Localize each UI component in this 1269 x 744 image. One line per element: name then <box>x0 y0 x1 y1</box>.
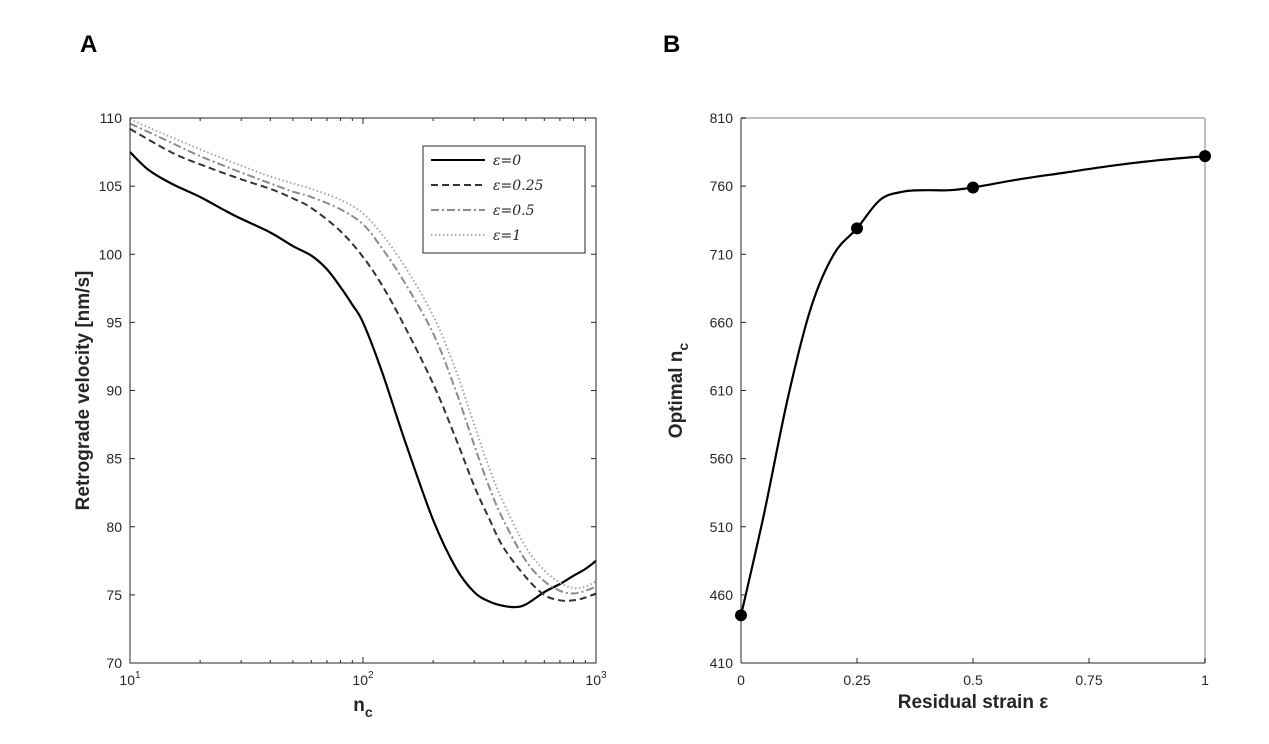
legend-label-3: ε=1 <box>493 228 521 244</box>
x-axis-label-b: Residual strain ε <box>898 692 1049 713</box>
y-tick-label-b-0: 410 <box>710 655 734 671</box>
x-axis-label-a: nc <box>353 695 373 720</box>
series-line-1 <box>129 128 597 602</box>
x-tick-label-b-4: 1 <box>1201 672 1209 688</box>
y-tick-label-a-4: 90 <box>106 383 122 399</box>
series-line-3 <box>129 118 597 590</box>
y-tick-label-b-8: 810 <box>710 110 734 126</box>
panel-letter-b: B <box>663 31 680 58</box>
y-tick-label-b-3: 560 <box>710 451 734 467</box>
y-tick-label-a-0: 70 <box>106 655 122 671</box>
series-line-2 <box>129 122 597 595</box>
y-tick-label-a-2: 80 <box>106 519 122 535</box>
y-tick-label-b-1: 460 <box>710 587 734 603</box>
x-tick-label-a-1: 102 <box>352 670 374 688</box>
data-point-2 <box>967 181 979 194</box>
x-tick-label-a-2: 103 <box>585 670 607 688</box>
y-tick-label-a-7: 105 <box>99 178 123 194</box>
y-tick-label-b-7: 760 <box>710 178 734 194</box>
y-tick-label-b-6: 710 <box>710 246 734 262</box>
y-tick-label-b-5: 660 <box>710 314 734 330</box>
chart-b: 410 460 510 560 610 660 710 760 810 0 0.25 0.5 0.75 1… <box>666 110 1211 713</box>
plot-area-b <box>741 118 1205 663</box>
x-tick-label-b-2: 0.5 <box>963 672 983 688</box>
y-axis-label-b: Optimal nc <box>666 343 691 439</box>
y-tick-label-a-6: 100 <box>99 246 123 262</box>
x-tick-label-a-0: 101 <box>119 670 141 688</box>
y-tick-label-a-8: 110 <box>100 110 123 126</box>
x-tick-label-b-3: 0.75 <box>1075 672 1102 688</box>
x-tick-label-b-0: 0 <box>737 672 745 688</box>
y-tick-label-b-4: 610 <box>710 383 734 399</box>
legend-label-1: ε=0.25 <box>493 178 544 194</box>
y-axis-label-a: Retrograde velocity [nm/s] <box>73 271 94 511</box>
x-tick-label-b-1: 0.25 <box>843 672 870 688</box>
legend-label-0: ε=0 <box>493 153 521 169</box>
y-tick-label-a-5: 95 <box>106 314 122 330</box>
panel-letter-a: A <box>80 31 97 58</box>
series-line-0 <box>129 151 597 609</box>
data-point-1 <box>851 222 863 235</box>
chart-a: 70 75 80 85 90 95 100 105 110 101 102 103 nc Retrogra… <box>73 110 607 720</box>
data-point-0 <box>735 609 747 622</box>
y-tick-label-a-1: 75 <box>106 587 122 603</box>
y-tick-label-b-2: 510 <box>710 519 734 535</box>
optimal-nc-curve <box>739 155 1206 616</box>
legend-label-2: ε=0.5 <box>493 203 535 219</box>
legend-box <box>422 145 586 254</box>
data-point-3 <box>1199 150 1211 163</box>
y-tick-label-a-3: 85 <box>106 451 122 467</box>
